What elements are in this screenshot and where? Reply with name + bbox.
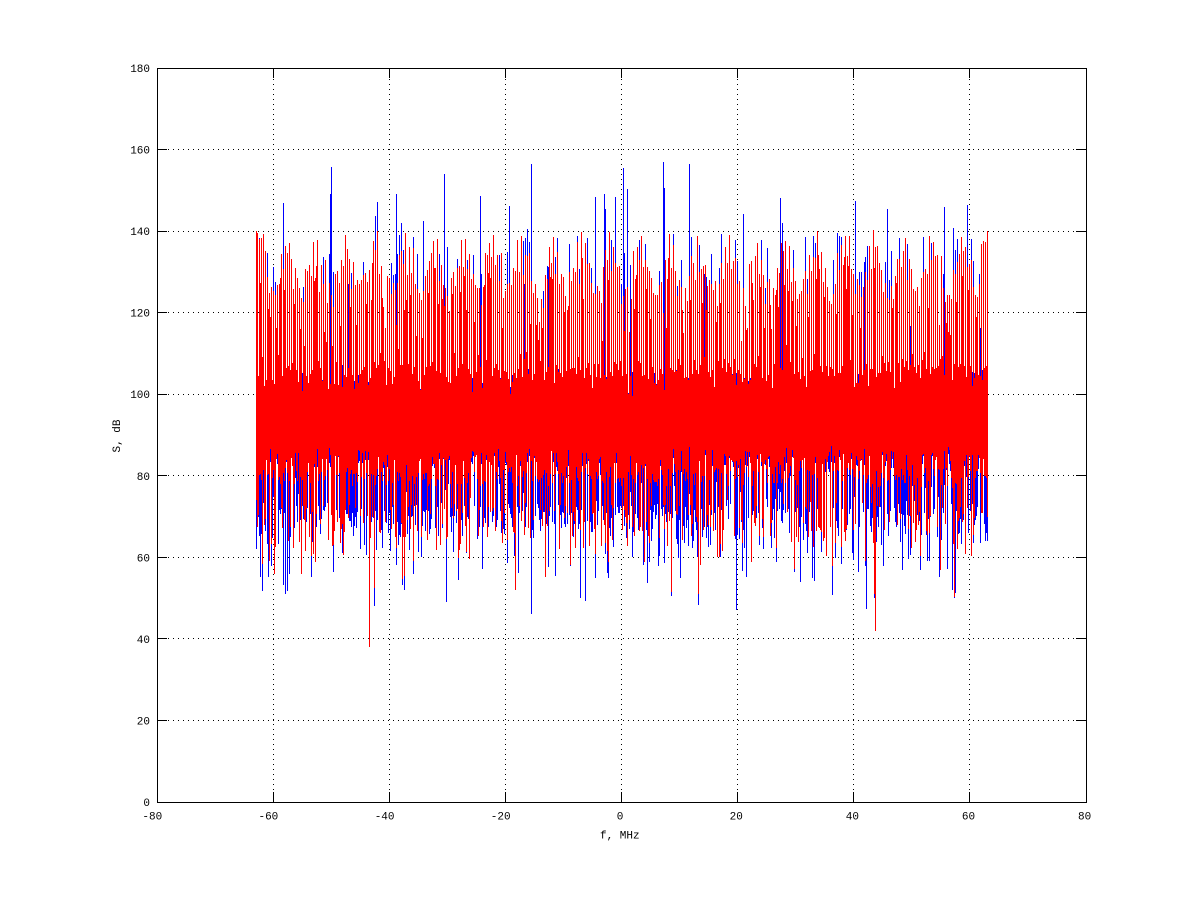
svg-text:140: 140 (130, 227, 150, 239)
svg-text:20: 20 (137, 716, 150, 728)
svg-text:160: 160 (130, 146, 150, 158)
svg-text:f, MHz: f, MHz (600, 831, 640, 843)
svg-text:-40: -40 (375, 812, 395, 824)
svg-text:80: 80 (1078, 812, 1091, 824)
svg-text:20: 20 (730, 812, 743, 824)
svg-text:-80: -80 (142, 812, 162, 824)
svg-text:60: 60 (137, 553, 150, 565)
svg-text:-60: -60 (258, 812, 278, 824)
svg-text:0: 0 (143, 798, 150, 810)
svg-text:S, dB: S, dB (112, 419, 124, 452)
svg-text:120: 120 (130, 309, 150, 321)
svg-text:40: 40 (846, 812, 859, 824)
svg-text:80: 80 (137, 472, 150, 484)
svg-text:40: 40 (137, 635, 150, 647)
svg-text:180: 180 (130, 64, 150, 76)
svg-text:-20: -20 (491, 812, 511, 824)
svg-text:100: 100 (130, 390, 150, 402)
svg-text:0: 0 (617, 812, 624, 824)
svg-text:60: 60 (962, 812, 975, 824)
